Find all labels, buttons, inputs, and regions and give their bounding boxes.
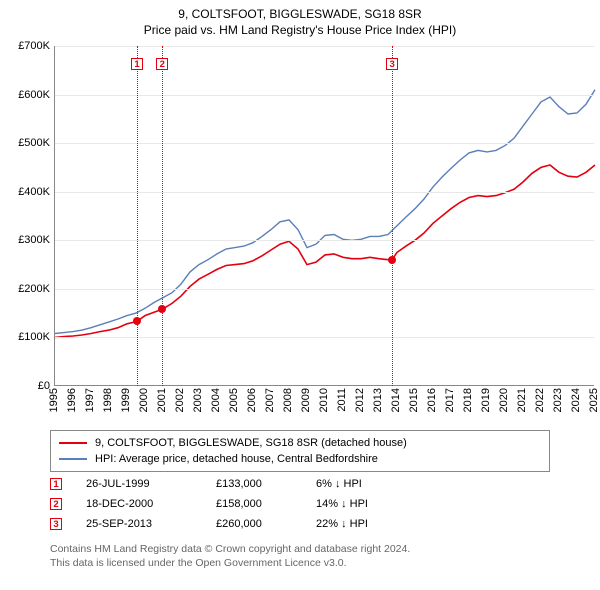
x-tick-label: 1997 [84, 388, 96, 412]
x-tick-label: 2015 [408, 388, 420, 412]
series-hpi [55, 90, 595, 334]
sale-price: £133,000 [216, 478, 316, 490]
sale-vline-1 [137, 46, 138, 386]
sale-point-1 [133, 317, 141, 325]
sale-row-marker: 2 [50, 498, 62, 510]
sale-vline-2 [162, 46, 163, 386]
sale-marker-box-2: 2 [156, 58, 168, 70]
sale-vline-3 [392, 46, 393, 386]
x-tick-label: 2010 [318, 388, 330, 412]
x-tick-label: 2018 [462, 388, 474, 412]
y-tick-label: £0 [6, 380, 50, 392]
sale-row-marker: 3 [50, 518, 62, 530]
footer-line-2: This data is licensed under the Open Gov… [50, 556, 410, 570]
y-tick-label: £200K [6, 283, 50, 295]
legend-row-subject: 9, COLTSFOOT, BIGGLESWADE, SG18 8SR (det… [59, 435, 541, 451]
line-layer [55, 46, 595, 386]
gridline-h [55, 240, 594, 241]
sale-row-3: 3 25-SEP-2013£260,00022% ↓ HPI [50, 514, 436, 534]
legend: 9, COLTSFOOT, BIGGLESWADE, SG18 8SR (det… [50, 430, 550, 472]
sales-table: 1 26-JUL-1999£133,0006% ↓ HPI 2 18-DEC-2000… [50, 474, 436, 534]
x-tick-label: 2021 [516, 388, 528, 412]
gridline-h [55, 95, 594, 96]
x-tick-label: 2006 [246, 388, 258, 412]
chart-title: 9, COLTSFOOT, BIGGLESWADE, SG18 8SR Pric… [0, 0, 600, 38]
x-tick-label: 2000 [138, 388, 150, 412]
title-line-2: Price paid vs. HM Land Registry's House … [0, 22, 600, 38]
x-tick-label: 2014 [390, 388, 402, 412]
y-tick-label: £100K [6, 331, 50, 343]
x-tick-label: 1998 [102, 388, 114, 412]
footer-attribution: Contains HM Land Registry data © Crown c… [50, 542, 410, 570]
x-tick-label: 2020 [498, 388, 510, 412]
sale-date: 25-SEP-2013 [86, 518, 216, 530]
sale-diff: 14% ↓ HPI [316, 498, 436, 510]
y-tick-label: £500K [6, 137, 50, 149]
x-tick-label: 2022 [534, 388, 546, 412]
plot-area: 1 2 3 [54, 46, 594, 386]
x-tick-label: 2016 [426, 388, 438, 412]
x-tick-label: 2012 [354, 388, 366, 412]
x-tick-label: 2005 [228, 388, 240, 412]
sale-row-marker: 1 [50, 478, 62, 490]
sale-price: £260,000 [216, 518, 316, 530]
x-tick-label: 2024 [570, 388, 582, 412]
x-tick-label: 1996 [66, 388, 78, 412]
sale-marker-box-3: 3 [386, 58, 398, 70]
x-tick-label: 2007 [264, 388, 276, 412]
legend-swatch-subject [59, 442, 87, 444]
x-tick-label: 2009 [300, 388, 312, 412]
sale-row-2: 2 18-DEC-2000£158,00014% ↓ HPI [50, 494, 436, 514]
x-tick-label: 2003 [192, 388, 204, 412]
sale-date: 18-DEC-2000 [86, 498, 216, 510]
sale-point-3 [388, 256, 396, 264]
sale-price: £158,000 [216, 498, 316, 510]
x-tick-label: 2013 [372, 388, 384, 412]
gridline-h [55, 192, 594, 193]
sale-diff: 6% ↓ HPI [316, 478, 436, 490]
sale-row-1: 1 26-JUL-1999£133,0006% ↓ HPI [50, 474, 436, 494]
x-tick-label: 2023 [552, 388, 564, 412]
y-tick-label: £300K [6, 234, 50, 246]
gridline-h [55, 289, 594, 290]
x-tick-label: 2008 [282, 388, 294, 412]
x-tick-label: 2004 [210, 388, 222, 412]
sale-diff: 22% ↓ HPI [316, 518, 436, 530]
legend-swatch-hpi [59, 458, 87, 460]
x-tick-label: 2002 [174, 388, 186, 412]
gridline-h [55, 337, 594, 338]
title-line-1: 9, COLTSFOOT, BIGGLESWADE, SG18 8SR [0, 6, 600, 22]
gridline-h [55, 143, 594, 144]
gridline-h [55, 46, 594, 47]
sale-point-2 [158, 305, 166, 313]
x-tick-label: 1995 [48, 388, 60, 412]
legend-label-subject: 9, COLTSFOOT, BIGGLESWADE, SG18 8SR (det… [95, 435, 407, 451]
x-tick-label: 2001 [156, 388, 168, 412]
x-tick-label: 2017 [444, 388, 456, 412]
x-tick-label: 2025 [588, 388, 600, 412]
footer-line-1: Contains HM Land Registry data © Crown c… [50, 542, 410, 556]
x-tick-label: 1999 [120, 388, 132, 412]
x-tick-label: 2011 [336, 388, 348, 412]
x-tick-label: 2019 [480, 388, 492, 412]
sale-date: 26-JUL-1999 [86, 478, 216, 490]
legend-row-hpi: HPI: Average price, detached house, Cent… [59, 451, 541, 467]
chart-area: 123 £0£100K£200K£300K£400K£500K£600K£700… [6, 46, 594, 422]
legend-label-hpi: HPI: Average price, detached house, Cent… [95, 451, 378, 467]
y-tick-label: £700K [6, 40, 50, 52]
sale-marker-box-1: 1 [131, 58, 143, 70]
y-tick-label: £400K [6, 186, 50, 198]
y-tick-label: £600K [6, 89, 50, 101]
